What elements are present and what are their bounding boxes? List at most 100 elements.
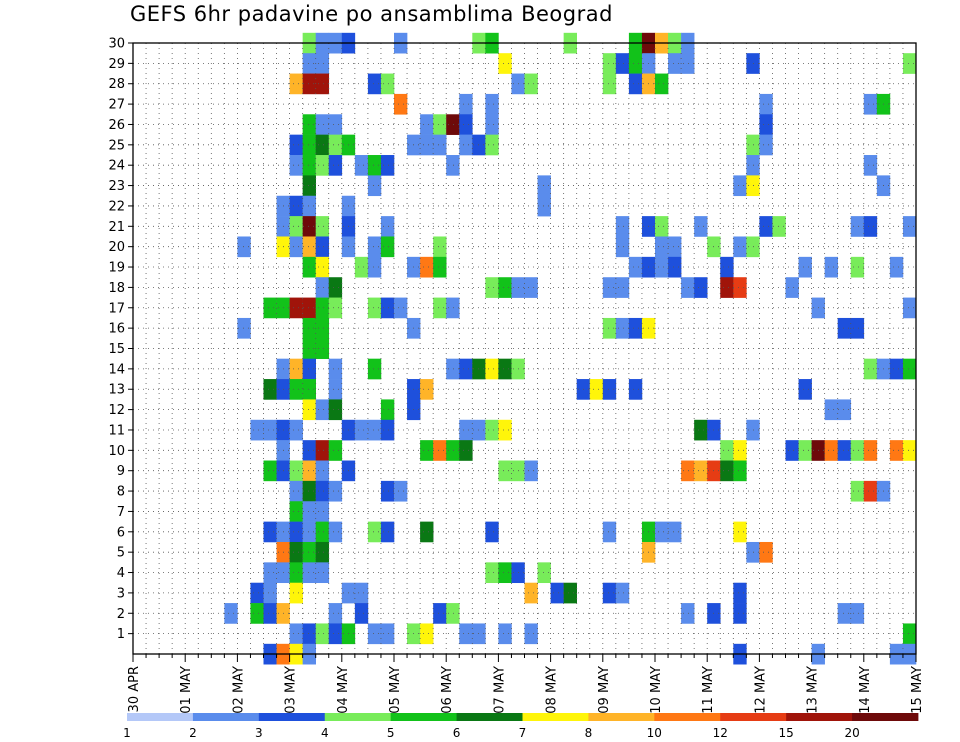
legend-swatch: [786, 713, 853, 721]
heatmap-cell: [850, 440, 865, 461]
heatmap-cell: [498, 460, 512, 482]
heatmap-cell: [628, 256, 643, 278]
x-tick-label: 08 MAY: [545, 666, 560, 714]
heatmap-cell: [628, 53, 643, 74]
heatmap-cell: [733, 582, 747, 604]
heatmap-cell: [380, 480, 395, 502]
heatmap-cell: [759, 541, 773, 563]
heatmap-cell: [315, 562, 330, 584]
heatmap-cell: [302, 440, 316, 461]
heatmap-cell: [902, 623, 917, 645]
heatmap-cell: [459, 134, 473, 156]
heatmap-cell: [328, 603, 343, 624]
heatmap-cell: [615, 53, 630, 74]
heatmap-cell: [602, 521, 617, 543]
heatmap-cell: [498, 358, 512, 380]
heatmap-cell: [655, 73, 669, 95]
heatmap-cell: [289, 297, 303, 319]
heatmap-cell: [720, 440, 734, 461]
heatmap-cell: [315, 399, 330, 421]
heatmap-cell: [485, 521, 499, 543]
heatmap-cell: [420, 521, 434, 543]
heatmap-cell: [263, 460, 277, 482]
heatmap-cell: [785, 277, 799, 298]
heatmap-cell: [315, 623, 330, 645]
heatmap-cell: [289, 623, 303, 645]
heatmap-cell: [537, 195, 551, 217]
heatmap-cell: [224, 603, 238, 624]
heatmap-cell: [263, 297, 277, 319]
x-tick-label: 03 MAY: [284, 666, 299, 714]
heatmap-cell: [798, 256, 812, 278]
y-tick-label: 21: [108, 220, 125, 235]
heatmap-cell: [328, 399, 343, 421]
heatmap-cell: [694, 216, 708, 237]
heatmap-cell: [367, 175, 382, 197]
heatmap-cell: [433, 603, 447, 624]
y-tick-label: 24: [108, 159, 125, 174]
y-tick-label: 17: [108, 301, 125, 316]
legend-label: 6: [453, 726, 461, 740]
heatmap-cell: [459, 623, 473, 645]
x-tick-label: 11 MAY: [701, 666, 716, 714]
heatmap-cell: [798, 379, 812, 400]
heatmap-cell: [367, 256, 382, 278]
heatmap-cell: [315, 114, 330, 135]
heatmap-cell: [850, 603, 865, 624]
heatmap-cell: [759, 216, 773, 237]
heatmap-cell: [328, 114, 343, 135]
heatmap-cell: [446, 440, 460, 461]
y-tick-label: 14: [108, 362, 125, 377]
legend-label: 12: [713, 726, 728, 740]
x-tick-label: 05 MAY: [388, 666, 403, 714]
heatmap-cell: [446, 358, 460, 380]
heatmap-cell: [524, 277, 538, 298]
heatmap-cell: [302, 73, 316, 95]
heatmap-cell: [328, 155, 343, 176]
heatmap-cell: [785, 440, 799, 461]
x-tick-label: 01 MAY: [179, 666, 194, 714]
heatmap-cell: [328, 623, 343, 645]
y-tick-label: 28: [108, 77, 125, 92]
heatmap-cell: [459, 93, 473, 115]
heatmap-cell: [302, 236, 316, 258]
x-tick-label: 09 MAY: [597, 666, 612, 714]
heatmap-cell: [315, 256, 330, 278]
heatmap-cell: [315, 501, 330, 522]
heatmap-cell: [837, 399, 852, 421]
heatmap-cell: [380, 216, 395, 237]
y-tick-label: 12: [108, 403, 125, 418]
heatmap-cell: [615, 582, 630, 604]
y-tick-label: 22: [108, 199, 125, 214]
heatmap-cell: [433, 440, 447, 461]
heatmap-cell: [850, 216, 865, 237]
heatmap-cell: [720, 277, 734, 298]
heatmap-cell: [524, 460, 538, 482]
heatmap-cell: [681, 603, 695, 624]
heatmap-cell: [289, 73, 303, 95]
legend-swatch: [588, 713, 655, 721]
heatmap-cell: [289, 379, 303, 400]
heatmap-cell: [837, 440, 852, 461]
y-tick-label: 16: [108, 322, 125, 337]
heatmap-cell: [772, 216, 786, 237]
legend-label: 5: [387, 726, 395, 740]
heatmap-cell: [602, 317, 617, 339]
heatmap-cell: [498, 562, 512, 584]
heatmap-cell: [237, 317, 251, 339]
heatmap-cell: [315, 53, 330, 74]
heatmap-cell: [615, 236, 630, 258]
heatmap-cell: [485, 277, 499, 298]
heatmap-cell: [602, 379, 617, 400]
heatmap-cell: [250, 419, 264, 441]
heatmap-cell: [237, 236, 251, 258]
heatmap-cell: [289, 582, 303, 604]
heatmap-cell: [850, 480, 865, 502]
heatmap-cell: [302, 297, 316, 319]
heatmap-cell: [498, 53, 512, 74]
heatmap-cell: [824, 256, 838, 278]
legend-swatch: [720, 713, 787, 721]
x-tick-label: 12 MAY: [753, 666, 768, 714]
heatmap-cell: [615, 216, 630, 237]
y-tick-label: 3: [117, 586, 125, 601]
